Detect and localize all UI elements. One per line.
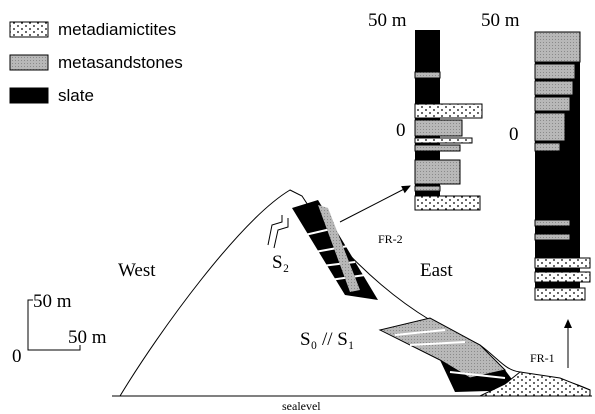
cross-section <box>112 186 592 396</box>
scale-bar: 50 m 50 m 0 <box>12 291 107 367</box>
sealevel-label: sealevel <box>282 399 321 413</box>
legend: metadiamictites metasandstones slate <box>10 20 183 105</box>
legend-label: slate <box>58 86 94 105</box>
section-label: FR-1 <box>530 351 555 365</box>
legend-swatch <box>10 22 48 37</box>
direction-label: West <box>118 260 156 281</box>
legend-swatch <box>10 88 48 103</box>
legend-label: metadiamictites <box>58 20 176 39</box>
diagram: metadiamictites metasandstones slate <box>0 0 595 414</box>
section-label: FR-2 <box>378 232 403 246</box>
column-base-label: 0 <box>396 120 406 141</box>
column-top-label: 50 m <box>481 10 520 31</box>
legend-label: metasandstones <box>58 53 183 72</box>
column-fr2 <box>415 30 482 210</box>
scale-label: 50 m <box>33 291 72 312</box>
column-fr1 <box>535 32 590 300</box>
column-top-label: 50 m <box>368 10 407 31</box>
scale-label: 50 m <box>68 327 107 348</box>
legend-swatch <box>10 55 48 70</box>
scale-origin: 0 <box>12 346 22 367</box>
column-base-label: 0 <box>509 124 519 145</box>
structure-label: S₂ <box>272 252 289 273</box>
structure-label: S₀ // S₁ <box>300 329 354 350</box>
direction-label: East <box>420 260 453 281</box>
